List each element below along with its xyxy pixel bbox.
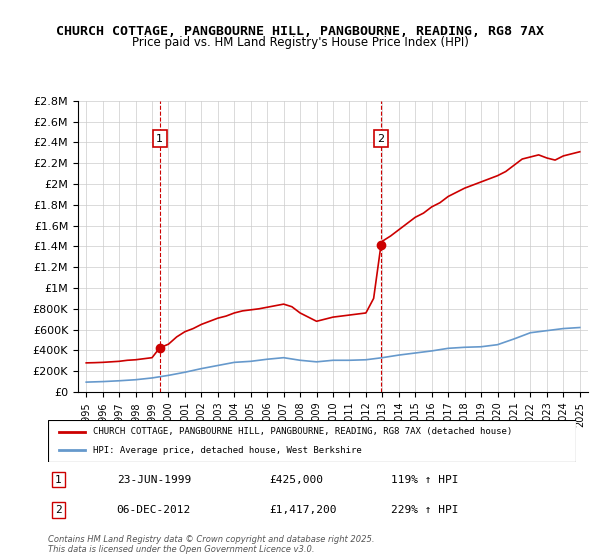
FancyBboxPatch shape (48, 420, 576, 462)
Text: 229% ↑ HPI: 229% ↑ HPI (391, 505, 459, 515)
Text: 2: 2 (55, 505, 62, 515)
Text: CHURCH COTTAGE, PANGBOURNE HILL, PANGBOURNE, READING, RG8 7AX: CHURCH COTTAGE, PANGBOURNE HILL, PANGBOU… (56, 25, 544, 38)
Text: £425,000: £425,000 (270, 475, 324, 484)
Text: CHURCH COTTAGE, PANGBOURNE HILL, PANGBOURNE, READING, RG8 7AX (detached house): CHURCH COTTAGE, PANGBOURNE HILL, PANGBOU… (93, 427, 512, 436)
Text: £1,417,200: £1,417,200 (270, 505, 337, 515)
Text: 119% ↑ HPI: 119% ↑ HPI (391, 475, 459, 484)
Text: Price paid vs. HM Land Registry's House Price Index (HPI): Price paid vs. HM Land Registry's House … (131, 36, 469, 49)
Text: HPI: Average price, detached house, West Berkshire: HPI: Average price, detached house, West… (93, 446, 362, 455)
Text: Contains HM Land Registry data © Crown copyright and database right 2025.
This d: Contains HM Land Registry data © Crown c… (48, 535, 374, 554)
Text: 06-DEC-2012: 06-DEC-2012 (116, 505, 191, 515)
Text: 2: 2 (377, 134, 385, 144)
Text: 1: 1 (55, 475, 62, 484)
Text: 1: 1 (156, 134, 163, 144)
Text: 23-JUN-1999: 23-JUN-1999 (116, 475, 191, 484)
